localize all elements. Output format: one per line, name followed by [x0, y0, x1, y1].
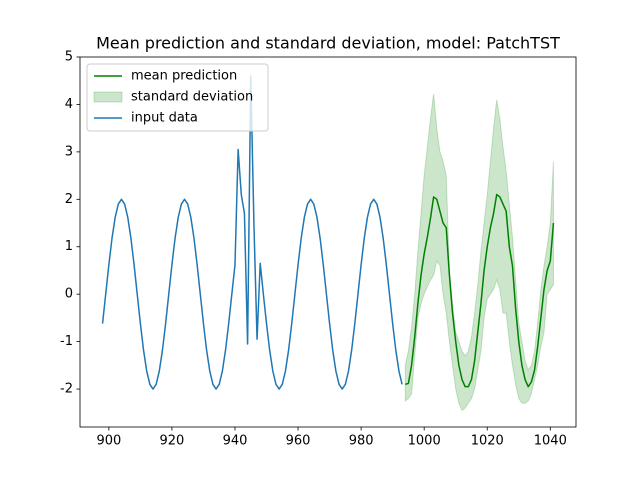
y-tick-label: 3 [65, 144, 73, 159]
x-tick-label: 1040 [534, 434, 567, 449]
legend-label: input data [131, 111, 198, 126]
axes-frame [79, 56, 577, 428]
x-tick-label: 1000 [408, 434, 441, 449]
legend-label: standard deviation [131, 90, 253, 105]
y-tick-label: 4 [65, 97, 73, 112]
chart-title: Mean prediction and standard deviation, … [96, 34, 560, 53]
x-tick-label: 1020 [471, 434, 504, 449]
x-tick-label: 920 [160, 434, 185, 449]
legend-swatch [93, 91, 123, 103]
x-tick-label: 940 [223, 434, 248, 449]
std-band [404, 93, 554, 412]
x-tick-label: 960 [286, 434, 311, 449]
y-tick-label: 5 [65, 50, 73, 65]
y-tick-label: 1 [65, 239, 73, 254]
y-tick-label: -1 [60, 334, 73, 349]
series-line [101, 75, 403, 390]
x-tick-label: 980 [349, 434, 374, 449]
legend-label: mean prediction [131, 69, 237, 84]
y-tick-label: -2 [60, 382, 73, 397]
y-tick-label: 2 [65, 192, 73, 207]
series-line [405, 193, 555, 388]
y-tick-label: 0 [65, 287, 73, 302]
legend-box [86, 63, 269, 132]
x-tick-label: 900 [96, 434, 121, 449]
